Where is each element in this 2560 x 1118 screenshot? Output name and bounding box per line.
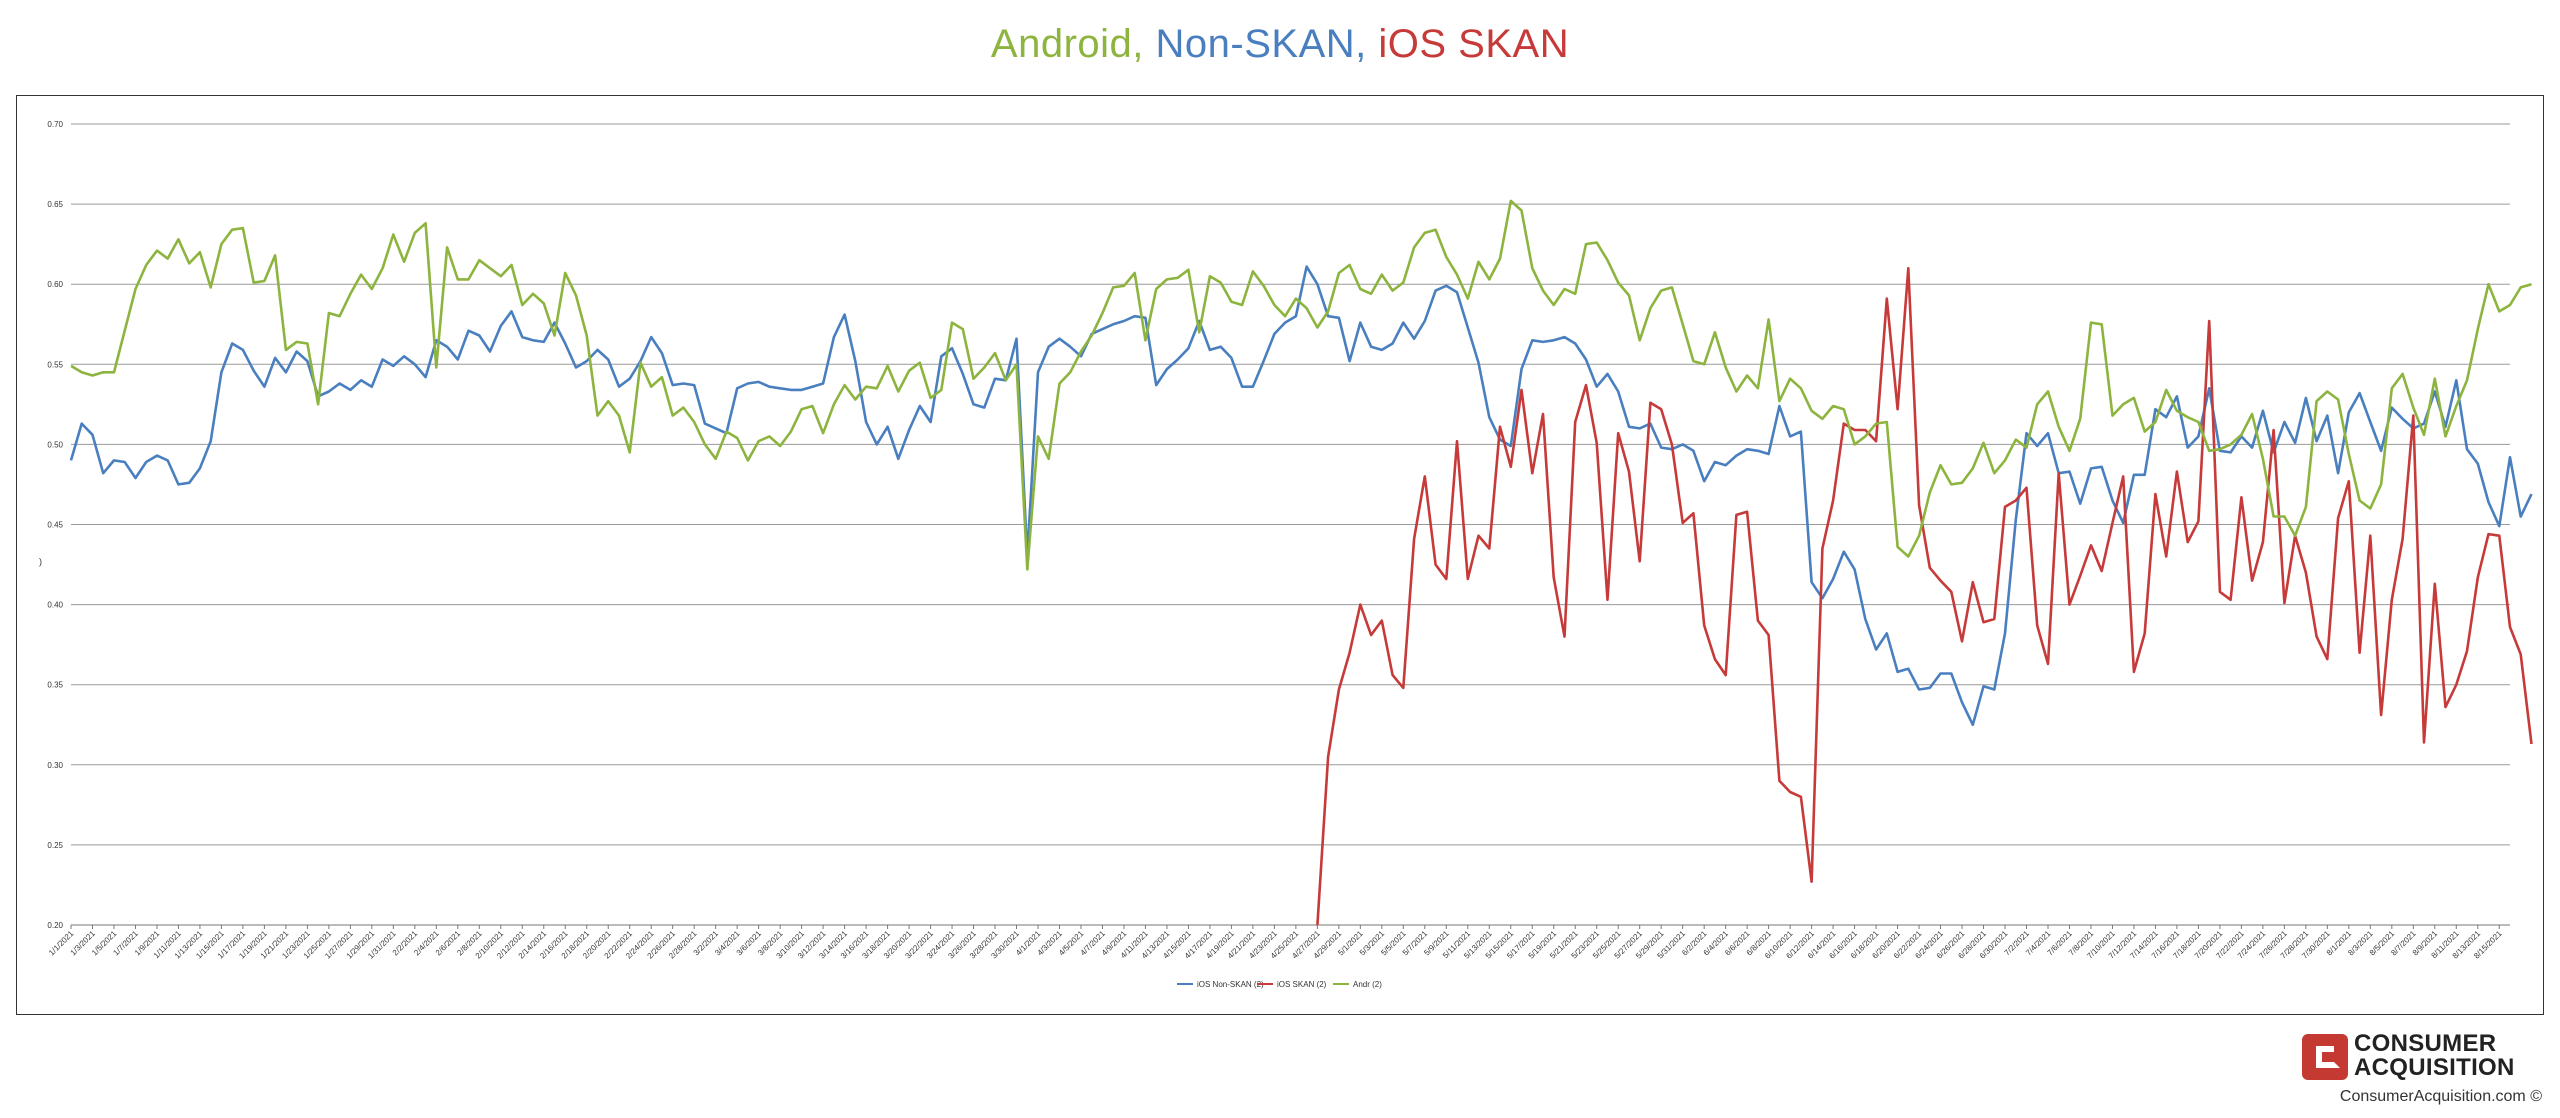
y-tick-label: 0.65	[47, 200, 63, 209]
series-line	[1316, 266, 2533, 926]
series-line	[70, 199, 2532, 571]
series-line	[69, 265, 2533, 727]
brand-name: CONSUMER ACQUISITION	[2354, 1030, 2515, 1081]
brand-url: ConsumerAcquisition.com ©	[2339, 1088, 2542, 1105]
y-tick-label: 0.70	[47, 120, 63, 129]
brand-mark-icon	[2302, 1034, 2348, 1080]
legend-label: Andr (2)	[1353, 980, 1382, 989]
legend-label: iOS Non-SKAN (2)	[1197, 980, 1264, 989]
chart-title-ios-skan: iOS SKAN	[1378, 22, 1570, 66]
chart-title: Android, Non-SKAN, iOS SKAN	[0, 22, 2560, 67]
y-tick-label: 0.30	[47, 761, 63, 770]
y-tick-label: 0.40	[47, 601, 63, 610]
line-chart: 0.20 0.25 0.30 0.35 0.40 0.45 0.50 0.55 0.60 0.65…	[39, 120, 2533, 989]
chart-title-non-skan: Non-SKAN,	[1155, 22, 1379, 66]
y-tick-label: 0.25	[47, 841, 63, 850]
brand-logo: CONSUMER ACQUISITION ConsumerAcquisition…	[2302, 1030, 2542, 1110]
y-axis-label: )	[39, 557, 42, 567]
chart-title-android: Android,	[990, 22, 1156, 66]
y-tick-label: 0.45	[47, 521, 63, 530]
chart-area: 0.20 0.25 0.30 0.35 0.40 0.45 0.50 0.55 0.60 0.65…	[16, 95, 2544, 1015]
y-tick-label: 0.55	[47, 360, 63, 369]
y-tick-label: 0.35	[47, 681, 63, 690]
legend-label: iOS SKAN (2)	[1277, 980, 1327, 989]
y-tick-label: 0.50	[47, 440, 63, 449]
y-tick-label: 0.20	[47, 921, 63, 930]
y-tick-label: 0.60	[47, 280, 63, 289]
